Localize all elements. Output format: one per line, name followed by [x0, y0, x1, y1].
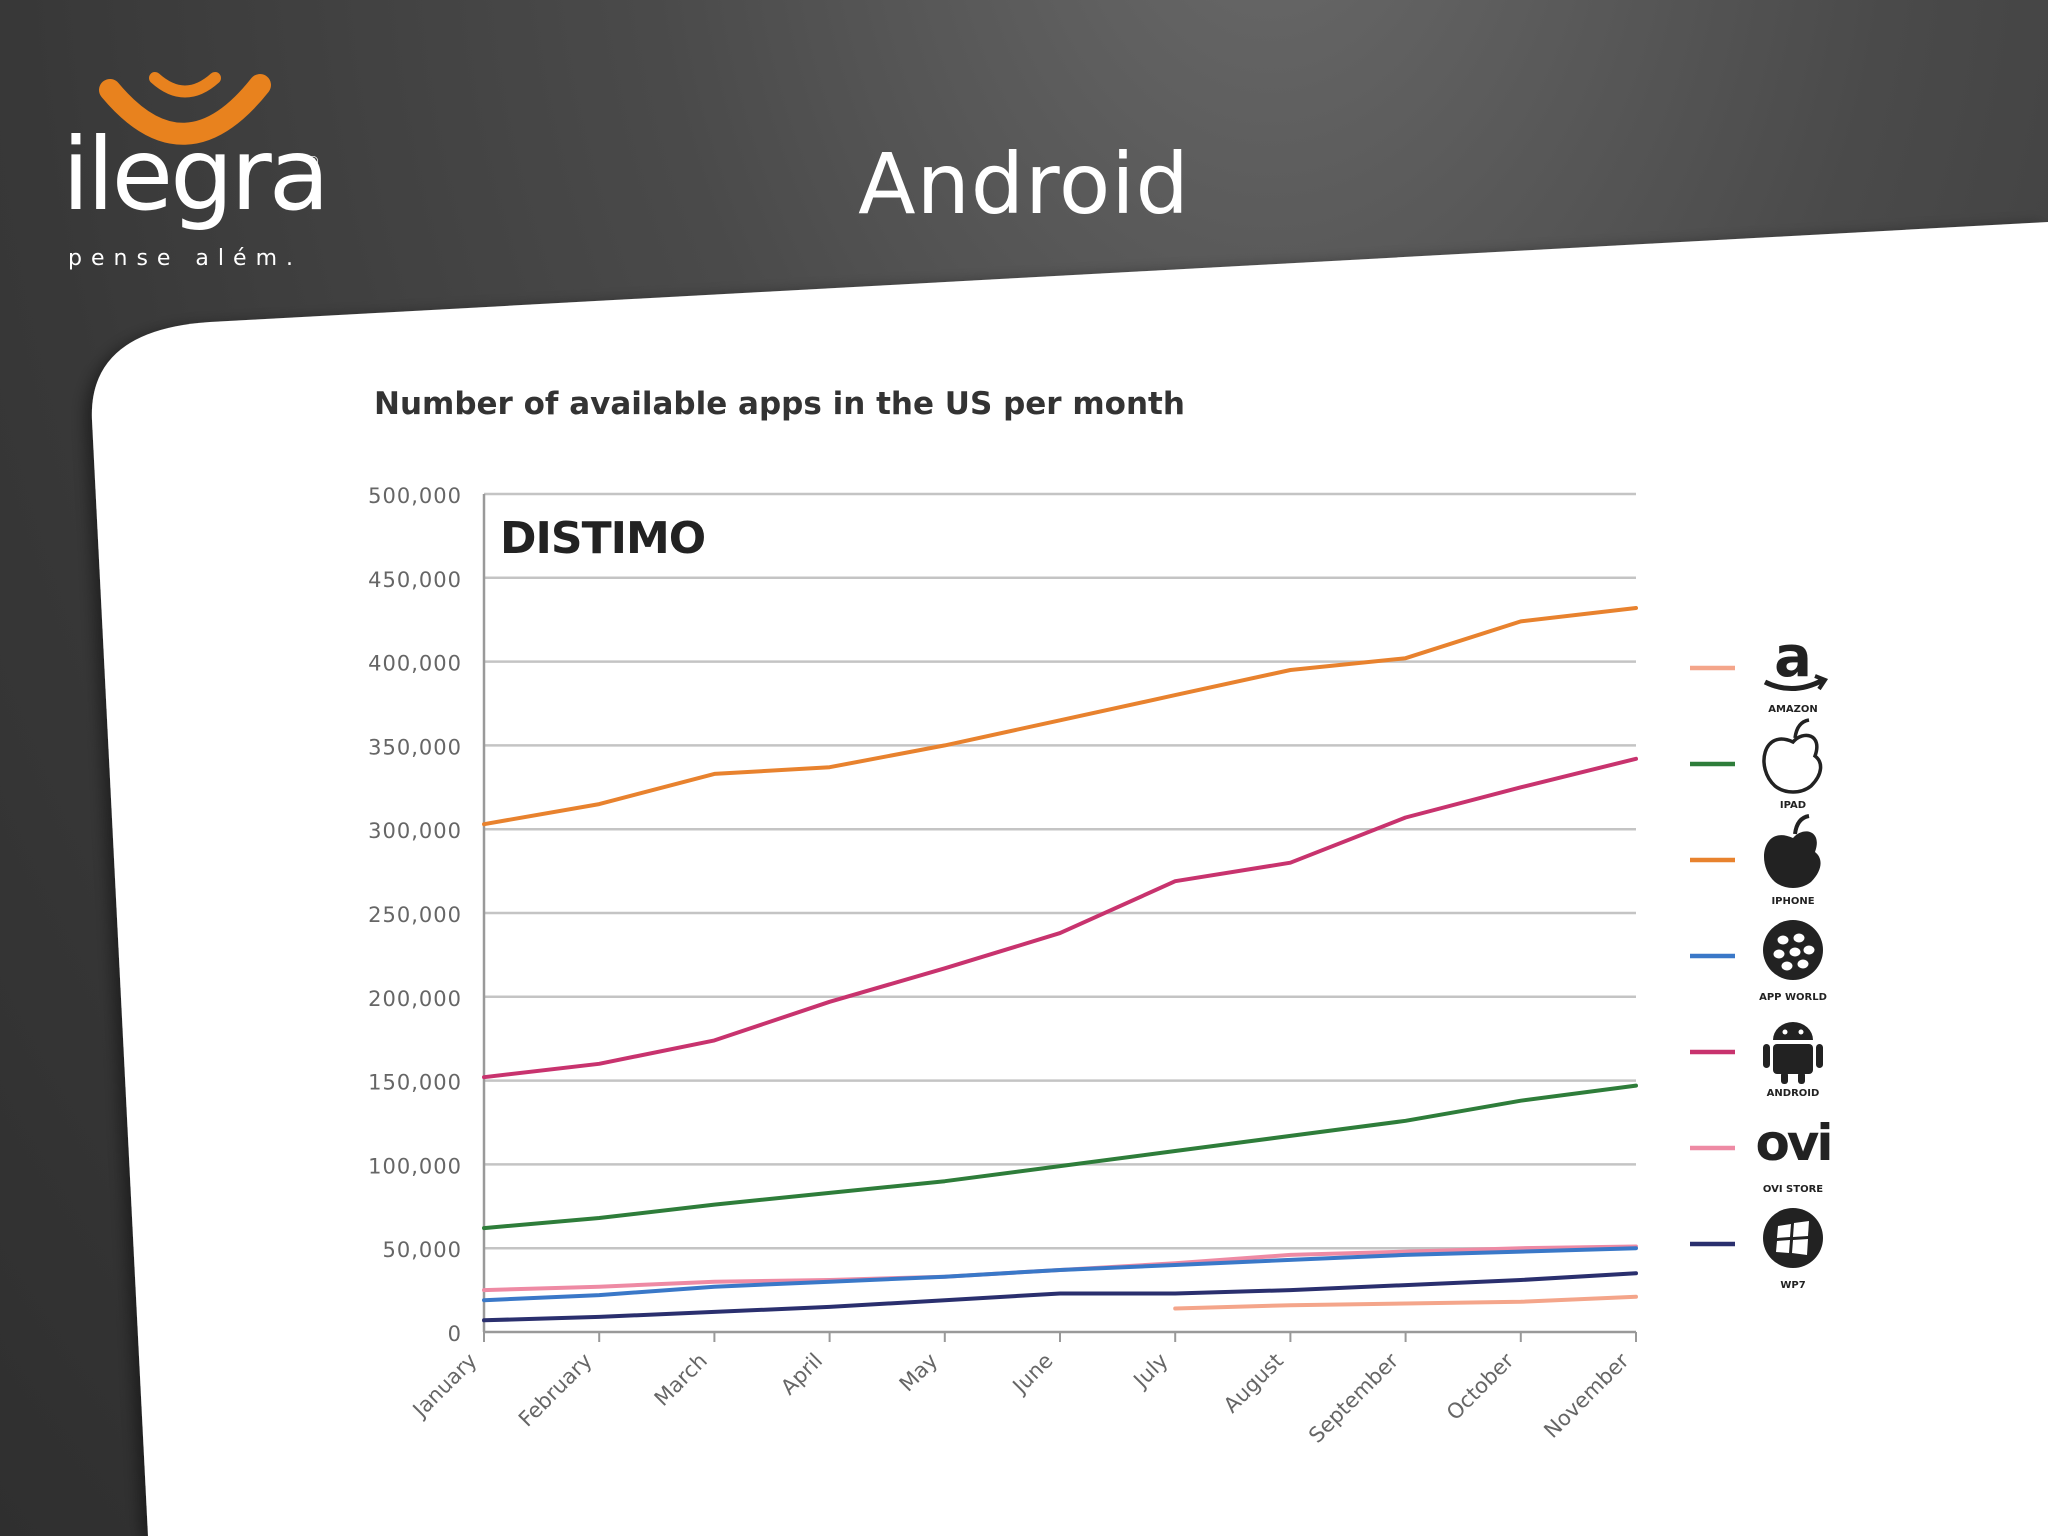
logo-smile-icon [99, 72, 271, 145]
y-tick-label: 250,000 [368, 903, 462, 927]
x-tick-label: October [1442, 1348, 1519, 1425]
svg-text:ovi: ovi [1755, 1114, 1830, 1172]
series-line-amazon [1173, 1294, 1638, 1311]
logo-registered-mark: ® [306, 154, 320, 170]
y-tick-label: 300,000 [368, 819, 462, 843]
x-tick-label: August [1219, 1349, 1288, 1418]
legend-item-wp7: WP7 [1690, 1208, 1823, 1291]
y-tick-label: 0 [448, 1322, 462, 1346]
legend-label: APP WORLD [1759, 992, 1827, 1003]
y-axis: 0 50,000 100,000 150,000 200,000 250,000 300,0… [368, 484, 486, 1346]
amazon-icon: a [1763, 625, 1829, 691]
y-tick-label: 400,000 [368, 652, 462, 676]
series-line-iphone [482, 606, 1638, 827]
apple-solid-icon [1763, 814, 1821, 888]
legend-label: IPHONE [1771, 896, 1814, 907]
y-tick-label: 150,000 [368, 1071, 462, 1095]
logo-wordmark: ilegra [62, 116, 330, 233]
legend-label: WP7 [1780, 1280, 1805, 1291]
blackberry-icon [1763, 920, 1823, 980]
ovi-icon: ovi [1755, 1114, 1833, 1172]
y-tick-label: 100,000 [368, 1154, 462, 1178]
legend-item-ovi-store: ovi OVI STORE [1690, 1114, 1834, 1195]
series-line-wp7 [482, 1271, 1638, 1323]
apple-icon [1762, 718, 1823, 794]
chart-grid [484, 492, 1636, 1334]
x-tick-label: May [895, 1349, 943, 1397]
svg-text:a: a [1774, 625, 1812, 690]
x-tick-label: November [1539, 1348, 1633, 1442]
windows-icon [1763, 1208, 1823, 1268]
y-tick-label: 50,000 [383, 1238, 462, 1262]
series-lines [482, 606, 1638, 1323]
legend-item-ipad: IPAD [1690, 718, 1823, 811]
legend-label: ANDROID [1767, 1088, 1820, 1099]
legend: a AMAZON IPAD IPHONE APP WORLD ANDROID ovi OVI … [1690, 625, 1834, 1291]
x-tick-label: September [1304, 1348, 1403, 1447]
y-tick-label: 200,000 [368, 987, 462, 1011]
chart-title: Number of available apps in the US per m… [374, 386, 1185, 422]
legend-label: IPAD [1780, 800, 1806, 811]
legend-item-app-world: APP WORLD [1690, 920, 1827, 1003]
y-tick-label: 450,000 [368, 568, 462, 592]
x-axis: January February March April May June July Augu… [407, 1332, 1637, 1448]
legend-label: AMAZON [1768, 704, 1818, 715]
legend-item-iphone: IPHONE [1690, 814, 1821, 907]
logo-tagline: pense além. [68, 246, 302, 271]
series-line-ipad [482, 1083, 1638, 1231]
legend-label: OVI STORE [1763, 1184, 1823, 1195]
y-tick-label: 500,000 [368, 484, 462, 508]
logo [60, 30, 340, 280]
series-line-app-world [482, 1246, 1638, 1303]
legend-item-amazon: a AMAZON [1690, 625, 1829, 715]
x-tick-label: February [514, 1349, 597, 1432]
distimo-watermark: DISTIMO [500, 513, 705, 564]
x-tick-label: April [776, 1349, 827, 1400]
x-tick-label: January [407, 1349, 482, 1424]
x-tick-label: June [1007, 1349, 1058, 1400]
x-tick-label: March [650, 1349, 712, 1411]
legend-item-android: ANDROID [1690, 1022, 1823, 1099]
series-line-android [482, 756, 1638, 1080]
slide-title: Android [858, 135, 1190, 233]
x-tick-label: July [1128, 1349, 1173, 1394]
android-icon [1763, 1022, 1823, 1084]
y-tick-label: 350,000 [368, 735, 462, 759]
